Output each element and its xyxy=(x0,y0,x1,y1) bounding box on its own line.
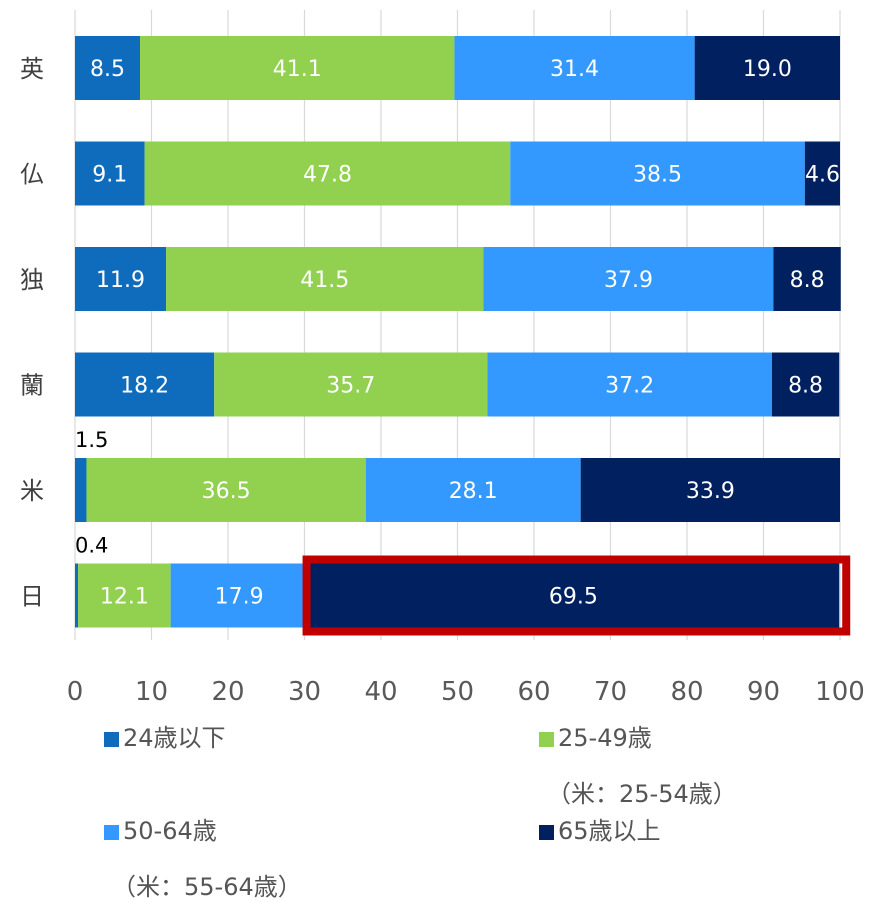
data-label: 11.9 xyxy=(96,268,145,293)
bar-segment xyxy=(75,458,87,522)
data-label: 41.5 xyxy=(300,268,349,293)
data-label: 0.4 xyxy=(75,534,108,558)
category-label: 独 xyxy=(20,266,44,294)
x-tick-label: 30 xyxy=(288,677,321,707)
data-label: 33.9 xyxy=(686,479,735,504)
highlight-box xyxy=(302,555,851,636)
data-label: 38.5 xyxy=(633,163,682,188)
bar-segment xyxy=(307,563,840,628)
legend-note: （米：25-54歳） xyxy=(547,780,737,808)
bar-segment xyxy=(214,352,488,417)
x-tick-label: 90 xyxy=(747,677,780,707)
bar-segment xyxy=(86,458,366,522)
x-tick-label: 60 xyxy=(517,677,550,707)
bar-segment xyxy=(166,247,484,311)
data-label: 12.1 xyxy=(100,585,149,610)
bar-segment xyxy=(75,563,79,628)
legend-label: 25-49歳 xyxy=(558,724,652,752)
gridlines xyxy=(74,10,841,640)
legend-label: 24歳以下 xyxy=(123,724,226,752)
x-tick-label: 50 xyxy=(441,677,474,707)
x-tick-label: 10 xyxy=(135,677,168,707)
data-labels: 8.5 41.1 31.4 19.0 9.1 47.8 38.5 4.6 11.9 41.5 37.… xyxy=(75,57,840,610)
data-label: 8.5 xyxy=(90,57,125,82)
bar-segment xyxy=(144,141,511,206)
x-tick-labels: 0 10 20 30 40 50 60 70 80 90 100 xyxy=(67,677,865,707)
x-tick-label: 80 xyxy=(670,677,703,707)
bar-segment xyxy=(510,141,805,206)
data-label: 36.5 xyxy=(202,479,251,504)
legend-swatch xyxy=(539,732,554,747)
data-label: 8.8 xyxy=(788,374,823,399)
data-label: 41.1 xyxy=(273,57,322,82)
category-label: 英 xyxy=(20,55,44,83)
legend-note: （米：55-64歳） xyxy=(112,873,302,901)
bar-segment xyxy=(454,36,695,100)
legend-item-65: 65歳以上 xyxy=(539,811,661,846)
data-label: 4.6 xyxy=(805,163,840,188)
bar-segment xyxy=(75,141,145,206)
bar-segment xyxy=(365,458,581,522)
legend-label: 50-64歳 xyxy=(123,817,217,845)
legend-swatch xyxy=(104,732,119,747)
bar-segment xyxy=(773,247,841,311)
data-label: 17.9 xyxy=(215,585,264,610)
data-label: 37.9 xyxy=(604,268,653,293)
highlight-rect xyxy=(302,555,851,636)
legend-item-25-49: 25-49歳 （米：25-54歳） xyxy=(539,718,737,808)
data-label: 37.2 xyxy=(605,374,654,399)
legend-label: 65歳以上 xyxy=(558,817,661,845)
x-tick-label: 70 xyxy=(594,677,627,707)
data-label: 8.8 xyxy=(790,268,825,293)
x-tick-label: 20 xyxy=(211,677,244,707)
bar-segment xyxy=(580,458,840,522)
data-label: 47.8 xyxy=(303,163,352,188)
bar-segment xyxy=(170,563,308,628)
category-label: 日 xyxy=(20,583,44,611)
bar-segment xyxy=(483,247,774,311)
bars xyxy=(75,36,841,628)
data-label: 1.5 xyxy=(75,428,108,452)
data-label: 9.1 xyxy=(92,163,127,188)
bar-segment xyxy=(75,247,167,311)
data-label: 19.0 xyxy=(743,57,792,82)
bar-segment xyxy=(140,36,455,100)
category-label: 米 xyxy=(20,477,44,505)
bar-segment xyxy=(487,352,772,417)
category-label: 仏 xyxy=(20,161,44,189)
legend-swatch xyxy=(539,825,554,840)
bar-segment xyxy=(804,141,840,206)
x-tick-label: 40 xyxy=(364,677,397,707)
data-label: 28.1 xyxy=(449,479,498,504)
bar-segment xyxy=(75,352,215,417)
data-label: 69.5 xyxy=(549,585,598,610)
legend-item-24: 24歳以下 xyxy=(104,718,226,753)
legend-item-50-64: 50-64歳 （米：55-64歳） xyxy=(104,811,302,901)
bar-segment xyxy=(694,36,840,100)
data-label: 31.4 xyxy=(550,57,599,82)
bar-segment xyxy=(78,563,171,628)
bar-segment xyxy=(771,352,840,417)
x-tick-label: 0 xyxy=(67,677,84,707)
legend-swatch xyxy=(104,825,119,840)
bar-segment xyxy=(75,36,141,100)
x-tick-label: 100 xyxy=(815,677,865,707)
data-label: 35.7 xyxy=(326,374,375,399)
data-label: 18.2 xyxy=(120,374,169,399)
category-label: 蘭 xyxy=(20,372,44,400)
